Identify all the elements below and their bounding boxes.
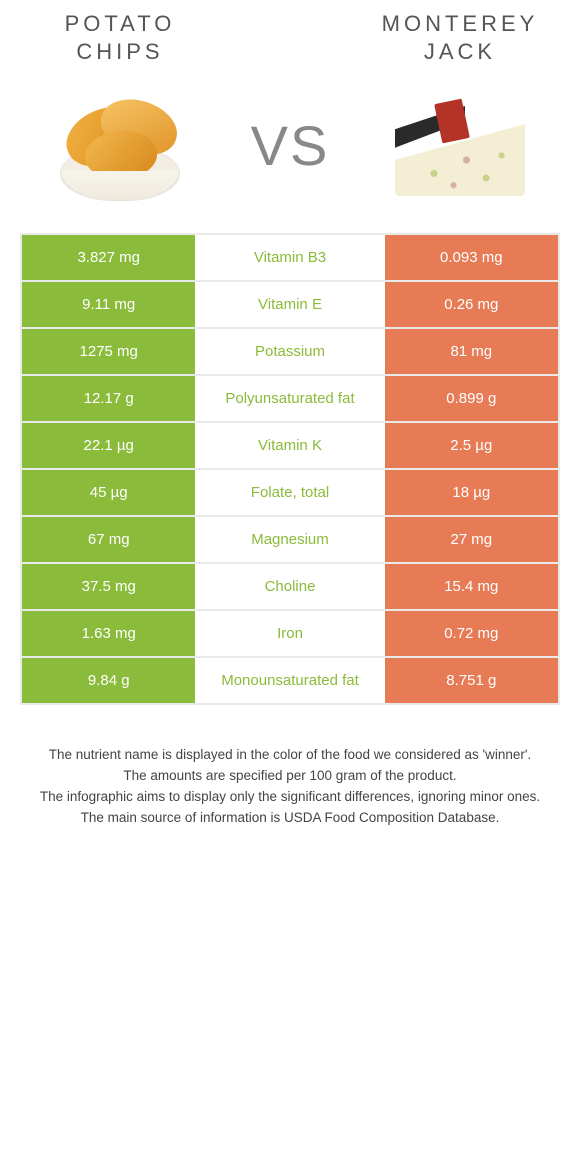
right-value-cell: 8.751 g <box>385 658 558 703</box>
nutrient-name-cell: Monounsaturated fat <box>195 658 384 703</box>
footer-line: The main source of information is USDA F… <box>24 808 556 829</box>
left-value-cell: 9.84 g <box>22 658 195 703</box>
left-food-title: POTATO CHIPS <box>65 10 176 65</box>
nutrient-name-cell: Vitamin B3 <box>195 235 384 280</box>
table-row: 9.84 gMonounsaturated fat8.751 g <box>21 657 559 704</box>
left-value-cell: 9.11 mg <box>22 282 195 327</box>
right-food-title: MONTEREY JACK <box>382 10 539 65</box>
nutrient-name-cell: Choline <box>195 564 384 609</box>
infographic-container: POTATO CHIPS VS MONTEREY JACK <box>0 0 580 705</box>
footer-line: The amounts are specified per 100 gram o… <box>24 766 556 787</box>
table-row: 37.5 mgCholine15.4 mg <box>21 563 559 610</box>
table-row: 9.11 mgVitamin E0.26 mg <box>21 281 559 328</box>
table-row: 1.63 mgIron0.72 mg <box>21 610 559 657</box>
right-food-column: MONTEREY JACK <box>360 10 560 221</box>
nutrient-name-cell: Iron <box>195 611 384 656</box>
left-value-cell: 67 mg <box>22 517 195 562</box>
right-value-cell: 15.4 mg <box>385 564 558 609</box>
footer-line: The infographic aims to display only the… <box>24 787 556 808</box>
table-row: 12.17 gPolyunsaturated fat0.899 g <box>21 375 559 422</box>
left-value-cell: 3.827 mg <box>22 235 195 280</box>
left-value-cell: 12.17 g <box>22 376 195 421</box>
left-value-cell: 37.5 mg <box>22 564 195 609</box>
potato-chips-icon <box>45 91 195 211</box>
left-value-cell: 1275 mg <box>22 329 195 374</box>
table-row: 22.1 µgVitamin K2.5 µg <box>21 422 559 469</box>
nutrient-name-cell: Vitamin E <box>195 282 384 327</box>
table-row: 3.827 mgVitamin B30.093 mg <box>21 234 559 281</box>
header: POTATO CHIPS VS MONTEREY JACK <box>20 10 560 221</box>
nutrient-name-cell: Magnesium <box>195 517 384 562</box>
left-food-image <box>35 81 205 221</box>
left-value-cell: 22.1 µg <box>22 423 195 468</box>
left-value-cell: 1.63 mg <box>22 611 195 656</box>
right-value-cell: 2.5 µg <box>385 423 558 468</box>
footer-notes: The nutrient name is displayed in the co… <box>0 745 580 849</box>
table-row: 67 mgMagnesium27 mg <box>21 516 559 563</box>
right-value-cell: 0.093 mg <box>385 235 558 280</box>
table-row: 1275 mgPotassium81 mg <box>21 328 559 375</box>
cheese-wedge-icon <box>380 91 540 211</box>
right-value-cell: 0.72 mg <box>385 611 558 656</box>
right-value-cell: 18 µg <box>385 470 558 515</box>
right-food-image <box>375 81 545 221</box>
nutrient-name-cell: Polyunsaturated fat <box>195 376 384 421</box>
footer-line: The nutrient name is displayed in the co… <box>24 745 556 766</box>
right-value-cell: 27 mg <box>385 517 558 562</box>
table-row: 45 µgFolate, total18 µg <box>21 469 559 516</box>
right-value-cell: 0.899 g <box>385 376 558 421</box>
nutrient-name-cell: Vitamin K <box>195 423 384 468</box>
comparison-table: 3.827 mgVitamin B30.093 mg9.11 mgVitamin… <box>20 233 560 705</box>
vs-label: VS <box>251 53 330 178</box>
left-food-column: POTATO CHIPS <box>20 10 220 221</box>
left-value-cell: 45 µg <box>22 470 195 515</box>
right-value-cell: 81 mg <box>385 329 558 374</box>
nutrient-name-cell: Potassium <box>195 329 384 374</box>
right-value-cell: 0.26 mg <box>385 282 558 327</box>
nutrient-name-cell: Folate, total <box>195 470 384 515</box>
